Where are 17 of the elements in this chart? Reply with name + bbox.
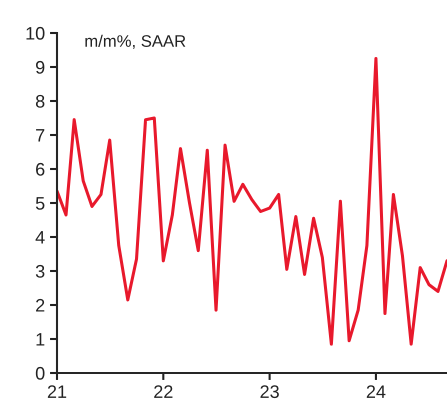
y-tick-label: 8: [36, 94, 44, 108]
x-tick-label: 21: [48, 385, 66, 398]
x-tick-label: 22: [154, 385, 172, 398]
x-tick-label: 24: [366, 385, 386, 398]
y-tick-label: 0: [36, 366, 44, 380]
line-series: [57, 56, 447, 346]
y-tick-label: 9: [36, 60, 44, 74]
y-tick-label: 1: [36, 333, 44, 346]
y-tick-label: 7: [36, 129, 44, 142]
x-tick-label: 23: [260, 385, 279, 398]
annotation: m/m%, SAAR: [85, 34, 186, 49]
y-tick-label: 4: [36, 231, 45, 244]
y-tick-label: 10: [26, 26, 44, 40]
y-tick-label: 2: [36, 298, 44, 312]
y-tick-label: 3: [36, 264, 44, 278]
y-tick-label: 6: [36, 162, 44, 176]
y-tick-label: 5: [36, 197, 44, 210]
